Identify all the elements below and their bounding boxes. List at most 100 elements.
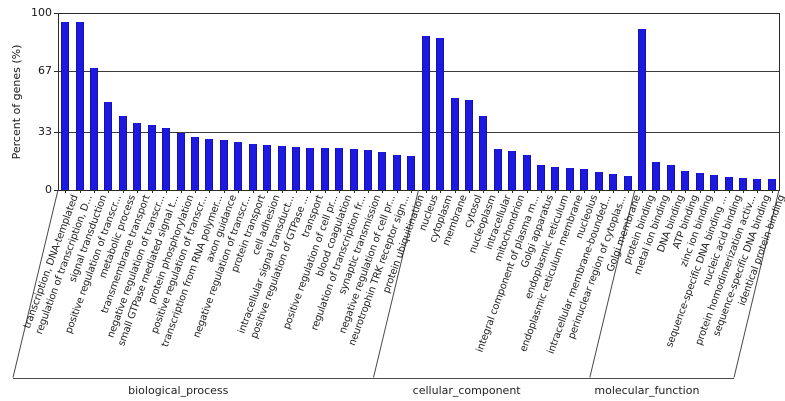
y-tick-label: 67 — [38, 64, 52, 78]
bar — [479, 115, 488, 190]
x-tick-mark — [497, 190, 499, 193]
bar — [407, 156, 416, 190]
bar — [364, 150, 373, 190]
bar — [508, 151, 517, 190]
x-tick-mark — [310, 190, 312, 193]
x-tick-mark — [339, 190, 341, 193]
bar — [551, 166, 560, 190]
y-gridline — [58, 71, 779, 73]
x-tick-mark — [512, 190, 514, 193]
x-tick-mark — [670, 190, 672, 193]
x-tick-mark — [238, 190, 240, 193]
bar — [277, 145, 286, 190]
bar — [378, 151, 387, 190]
x-tick-mark — [627, 190, 629, 193]
bar — [248, 143, 257, 190]
bar — [176, 133, 185, 190]
y-tick-mark — [54, 13, 58, 14]
bar — [695, 173, 704, 190]
bar — [767, 179, 776, 190]
x-tick-mark — [440, 190, 442, 193]
bar — [710, 174, 719, 190]
bar — [450, 97, 459, 190]
bar — [118, 115, 127, 190]
bar — [133, 122, 142, 190]
group-label-biological_process: biological_process — [128, 383, 229, 397]
x-tick-mark — [353, 190, 355, 193]
x-tick-mark — [151, 190, 153, 193]
bar — [392, 154, 401, 190]
y-axis-title: Percent of genes (%) — [10, 44, 23, 160]
bar — [724, 176, 733, 190]
bar — [623, 175, 632, 190]
x-tick-mark — [223, 190, 225, 193]
x-tick-mark — [569, 190, 571, 193]
x-tick-mark — [425, 190, 427, 193]
x-tick-mark — [555, 190, 557, 193]
bar — [753, 179, 762, 190]
x-tick-mark — [396, 190, 398, 193]
x-tick-mark — [65, 190, 67, 193]
bar — [436, 37, 445, 190]
group-label-cellular_component: cellular_component — [412, 383, 521, 397]
x-tick-mark — [642, 190, 643, 193]
x-tick-mark — [742, 190, 744, 193]
x-tick-mark — [613, 190, 615, 193]
x-tick-mark — [728, 190, 730, 193]
bar — [61, 21, 70, 190]
bar — [162, 128, 171, 190]
bar — [75, 21, 84, 190]
bar — [335, 148, 344, 190]
x-tick-mark — [699, 190, 701, 193]
bar — [205, 138, 214, 190]
x-tick-mark — [108, 190, 110, 193]
group-label-molecular_function: molecular_function — [594, 383, 700, 397]
x-tick-mark — [194, 190, 196, 193]
x-tick-mark — [94, 190, 96, 193]
x-tick-mark — [483, 190, 485, 193]
x-tick-mark — [757, 190, 759, 193]
bar — [190, 136, 199, 190]
x-tick-mark — [122, 190, 124, 193]
x-tick-mark — [714, 190, 716, 193]
x-tick-mark — [454, 190, 456, 193]
bar — [565, 167, 574, 190]
x-tick-mark — [526, 190, 528, 193]
bar — [738, 177, 747, 190]
bar — [537, 165, 546, 190]
y-tick-mark — [54, 71, 58, 73]
x-tick-mark — [79, 190, 81, 193]
x-tick-mark — [382, 190, 384, 193]
bar — [219, 140, 228, 190]
bar — [147, 124, 156, 190]
y-tick-label: 33 — [38, 124, 52, 138]
x-tick-mark — [281, 190, 283, 193]
bar — [90, 67, 99, 190]
x-tick-mark — [180, 190, 182, 193]
bar — [638, 28, 646, 190]
x-tick-mark — [267, 190, 269, 193]
bar — [306, 147, 315, 190]
bar — [421, 36, 430, 190]
x-tick-mark — [468, 190, 470, 193]
x-tick-mark — [411, 190, 413, 193]
y-tick-label: 100 — [31, 6, 52, 19]
bar — [666, 165, 675, 190]
bar — [234, 142, 243, 190]
x-tick-mark — [598, 190, 600, 193]
x-tick-mark — [295, 190, 297, 193]
bar — [291, 146, 300, 190]
bar — [104, 101, 113, 190]
y-tick-label: 0 — [45, 183, 52, 196]
bar — [349, 149, 358, 190]
y-tick-mark — [54, 131, 58, 133]
x-tick-mark — [685, 190, 687, 193]
bar — [493, 149, 502, 190]
x-tick-mark — [166, 190, 168, 193]
bar — [580, 168, 589, 190]
x-tick-mark — [584, 190, 586, 193]
bar — [522, 154, 531, 190]
x-tick-mark — [252, 190, 254, 193]
bar — [681, 170, 690, 190]
